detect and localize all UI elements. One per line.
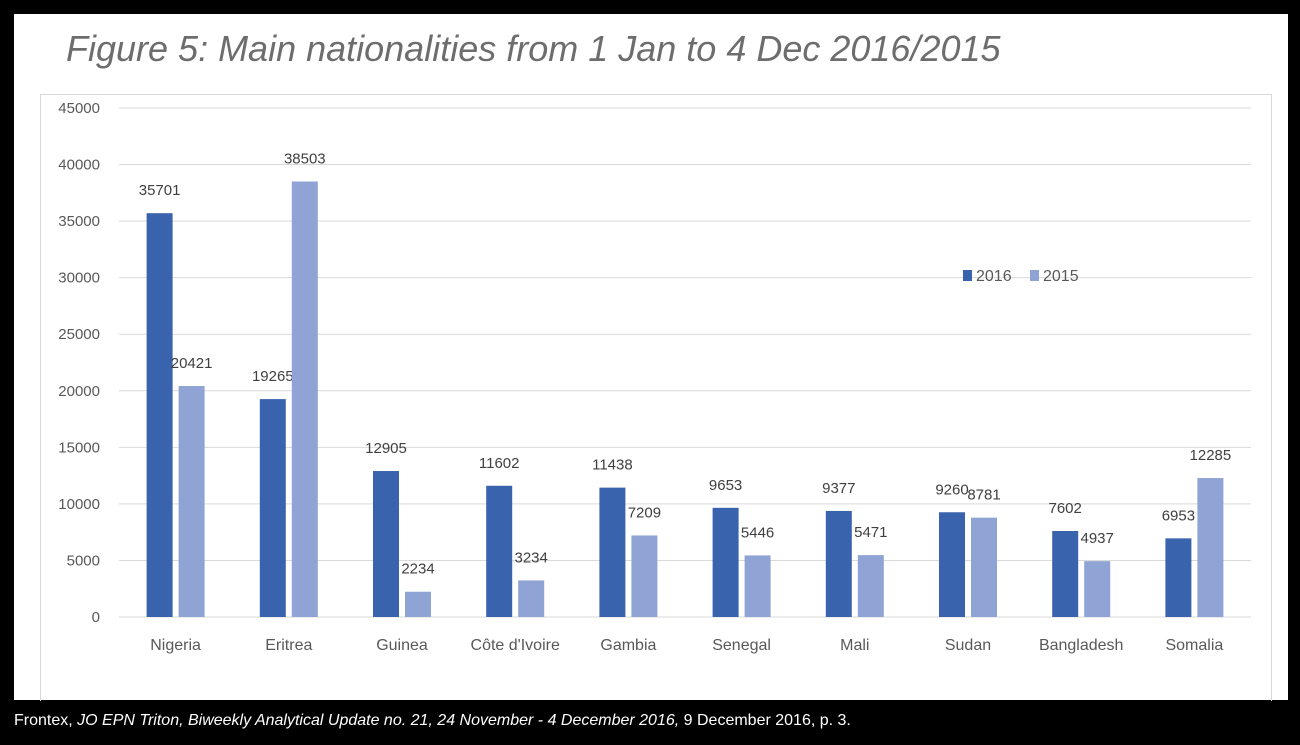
legend-swatch-2016 xyxy=(963,270,972,281)
source-caption: Frontex, JO EPN Triton, Biweekly Analyti… xyxy=(14,712,851,730)
category-label: Guinea xyxy=(376,637,428,654)
data-label: 11438 xyxy=(592,457,633,474)
y-tick-label: 35000 xyxy=(58,213,100,230)
data-label: 2234 xyxy=(401,561,434,578)
data-label: 20421 xyxy=(171,355,213,372)
data-label: 12285 xyxy=(1190,447,1232,464)
data-label: 9377 xyxy=(822,480,855,497)
bar-2015-5 xyxy=(744,555,771,617)
data-label: 19265 xyxy=(252,368,294,385)
bar-2015-9 xyxy=(1197,478,1224,617)
bar-2016-7 xyxy=(939,512,965,617)
data-label: 9653 xyxy=(709,477,742,494)
y-tick-label: 15000 xyxy=(58,439,100,456)
bar-2015-7 xyxy=(971,517,997,617)
category-label: Gambia xyxy=(600,637,656,654)
y-tick-label: 10000 xyxy=(58,496,100,513)
legend-label: 2016 xyxy=(976,268,1012,285)
category-label: Eritrea xyxy=(265,637,312,654)
y-tick-label: 0 xyxy=(92,609,100,626)
category-label: Senegal xyxy=(712,637,771,654)
bar-2016-4 xyxy=(599,487,626,617)
data-label: 11602 xyxy=(479,455,520,472)
data-label: 7209 xyxy=(628,504,661,521)
y-tick-label: 5000 xyxy=(67,552,100,569)
category-label: Somalia xyxy=(1165,637,1223,654)
caption-publication: JO EPN Triton, Biweekly Analytical Updat… xyxy=(77,712,680,729)
bar-2015-2 xyxy=(405,591,431,617)
caption-details: 9 December 2016, p. 3. xyxy=(679,712,851,729)
data-label: 8781 xyxy=(967,487,1000,504)
data-label: 4937 xyxy=(1081,530,1114,547)
y-tick-label: 45000 xyxy=(58,100,100,117)
bar-2016-2 xyxy=(373,471,399,617)
category-label: Bangladesh xyxy=(1039,637,1124,654)
bar-2016-3 xyxy=(486,485,513,617)
bar-2015-3 xyxy=(518,580,545,617)
bar-2015-8 xyxy=(1084,561,1111,617)
data-label: 5471 xyxy=(854,524,887,541)
bar-2016-5 xyxy=(712,507,739,617)
data-label: 35701 xyxy=(139,182,181,199)
category-label: Côte d'Ivoire xyxy=(471,637,560,654)
chart-title: Figure 5: Main nationalities from 1 Jan … xyxy=(66,28,1001,69)
y-tick-label: 20000 xyxy=(58,383,100,400)
plot-area xyxy=(40,94,1272,701)
bar-2015-0 xyxy=(178,386,205,617)
bar-2015-1 xyxy=(291,181,318,617)
y-tick-label: 40000 xyxy=(58,157,100,174)
bar-2016-0 xyxy=(146,213,173,618)
bar-2015-4 xyxy=(631,535,658,617)
data-label: 9260 xyxy=(935,481,968,498)
chart-frame: Figure 5: Main nationalities from 1 Jan … xyxy=(14,14,1288,701)
legend-swatch-2015 xyxy=(1030,270,1039,281)
data-label: 3234 xyxy=(515,549,548,566)
y-tick-label: 30000 xyxy=(58,270,100,287)
caption-source: Frontex, xyxy=(14,712,78,729)
bar-chart: 0 5000 10000 15000 20000 25000 30000 35000 40000… xyxy=(58,100,1251,654)
data-label: 5446 xyxy=(741,524,774,541)
legend-label: 2015 xyxy=(1043,268,1079,285)
bar-2016-1 xyxy=(259,399,286,617)
bar-2016-9 xyxy=(1165,538,1192,617)
y-tick-label: 25000 xyxy=(58,326,100,343)
data-label: 7602 xyxy=(1049,500,1082,517)
bar-2015-6 xyxy=(857,555,884,617)
bar-2016-8 xyxy=(1052,531,1079,617)
data-label: 38503 xyxy=(284,150,326,167)
data-label: 6953 xyxy=(1162,507,1195,524)
category-label: Nigeria xyxy=(150,637,201,654)
bar-2016-6 xyxy=(825,510,852,617)
category-label: Sudan xyxy=(945,637,991,654)
category-label: Mali xyxy=(840,637,869,654)
data-label: 12905 xyxy=(365,440,407,457)
